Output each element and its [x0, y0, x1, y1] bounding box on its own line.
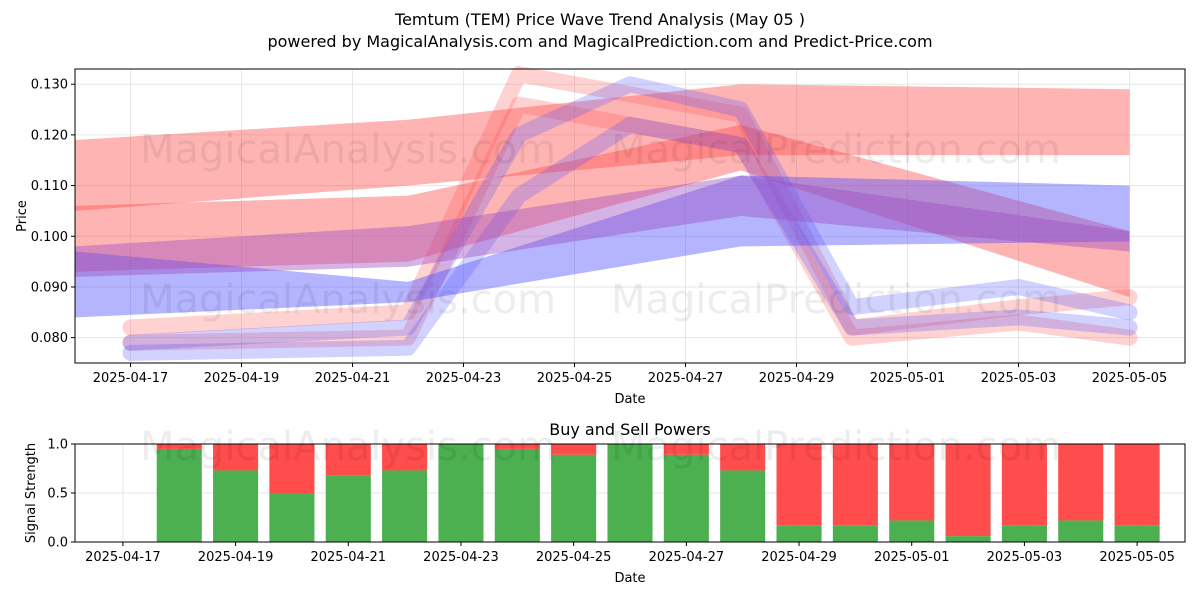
- sell-bar: [832, 444, 878, 526]
- buy-bar: [776, 525, 822, 542]
- sell-bar: [663, 444, 709, 455]
- watermark: MagicalAnalysis.com: [140, 127, 556, 173]
- x-tick-label: 2025-05-05: [1099, 550, 1175, 565]
- buy-bar: [1058, 520, 1104, 542]
- buy-bar: [832, 525, 878, 542]
- y-tick-label: 0.100: [31, 230, 68, 245]
- wave-band: [75, 124, 1130, 298]
- y-tick-label: 0.110: [31, 179, 68, 194]
- price-y-ticks: 0.080 0.090 0.100 0.110 0.120 0.130: [31, 78, 75, 346]
- x-tick-label: 2025-04-17: [85, 550, 161, 565]
- signal-y-ticks: 0.0 0.5 1.0: [47, 438, 75, 551]
- watermark: MagicalPrediction.com: [611, 127, 1061, 173]
- wave-line: [122, 76, 1138, 351]
- x-tick-label: 2025-05-03: [981, 371, 1057, 386]
- signal-x-ticks: 2025-04-17 2025-04-19 2025-04-21 2025-04-23…: [85, 542, 1175, 565]
- watermark: MagicalPrediction.com: [611, 424, 1061, 470]
- sell-bar: [382, 444, 428, 471]
- buy-bar: [156, 448, 202, 542]
- sell-bar: [1114, 444, 1160, 526]
- price-grid: [75, 69, 1185, 363]
- sell-bar: [156, 444, 202, 449]
- x-tick-label: 2025-04-25: [537, 371, 613, 386]
- signal-panel: Buy and Sell Powers MagicalAnalysis.com …: [24, 420, 1186, 586]
- buy-bar: [889, 520, 935, 542]
- price-x-axis-label: Date: [614, 392, 645, 407]
- sell-bar: [776, 444, 822, 526]
- y-tick-label: 1.0: [47, 438, 68, 453]
- x-tick-label: 2025-05-01: [870, 371, 946, 386]
- x-tick-label: 2025-04-21: [315, 371, 391, 386]
- x-tick-label: 2025-05-05: [1092, 371, 1168, 386]
- wave-band: [75, 175, 1130, 318]
- price-y-axis-label: Price: [15, 200, 30, 232]
- price-panel: MagicalAnalysis.com MagicalPrediction.co…: [15, 66, 1186, 407]
- wave-line: [122, 66, 1138, 336]
- sell-bar: [551, 444, 597, 455]
- buy-bar: [382, 470, 428, 542]
- y-tick-label: 0.130: [31, 78, 68, 93]
- wave-line: [122, 96, 1138, 351]
- wave-band: [75, 175, 1130, 277]
- buy-bar: [438, 444, 484, 542]
- wave-band: [75, 84, 1130, 211]
- buy-bar: [551, 454, 597, 542]
- x-tick-label: 2025-04-23: [426, 371, 502, 386]
- sell-bar: [1001, 444, 1047, 526]
- signal-watermarks: MagicalAnalysis.com MagicalPrediction.co…: [140, 424, 1061, 470]
- signal-bars: [156, 444, 1160, 542]
- x-tick-label: 2025-04-27: [649, 550, 725, 565]
- price-bands: [75, 66, 1138, 361]
- x-tick-label: 2025-04-29: [759, 371, 835, 386]
- sell-bar: [213, 444, 259, 471]
- sell-bar: [269, 444, 315, 493]
- signal-panel-title: Buy and Sell Powers: [549, 420, 711, 439]
- sell-bar: [945, 444, 991, 537]
- chart-title: Temtum (TEM) Price Wave Trend Analysis (…: [394, 10, 805, 29]
- buy-bar: [1114, 525, 1160, 542]
- watermark: MagicalAnalysis.com: [140, 277, 556, 323]
- chart-subtitle: powered by MagicalAnalysis.com and Magic…: [267, 32, 932, 51]
- y-tick-label: 0.120: [31, 128, 68, 143]
- buy-bar: [945, 536, 991, 542]
- x-tick-label: 2025-05-01: [874, 550, 950, 565]
- buy-bar: [494, 448, 540, 542]
- buy-bar: [607, 444, 653, 542]
- wave-line: [122, 116, 1138, 361]
- x-tick-label: 2025-04-23: [423, 550, 499, 565]
- watermark: MagicalAnalysis.com: [140, 424, 556, 470]
- buy-bar: [720, 470, 766, 542]
- sell-bar: [720, 444, 766, 471]
- sell-bar: [494, 444, 540, 449]
- buy-bar: [325, 475, 371, 542]
- x-tick-label: 2025-04-19: [204, 371, 280, 386]
- sell-bar: [889, 444, 935, 521]
- y-tick-label: 0.080: [31, 331, 68, 346]
- x-tick-label: 2025-04-27: [648, 371, 724, 386]
- price-axes-frame: [74, 68, 1186, 364]
- buy-bar: [213, 470, 259, 542]
- buy-bar: [269, 493, 315, 542]
- x-tick-label: 2025-04-25: [536, 550, 612, 565]
- signal-x-axis-label: Date: [614, 571, 645, 586]
- price-watermarks: MagicalAnalysis.com MagicalPrediction.co…: [140, 127, 1061, 323]
- x-tick-label: 2025-05-03: [987, 550, 1063, 565]
- buy-bar: [663, 454, 709, 542]
- x-tick-label: 2025-04-19: [198, 550, 274, 565]
- y-tick-label: 0.5: [47, 487, 68, 502]
- x-tick-label: 2025-04-17: [93, 371, 169, 386]
- x-tick-label: 2025-04-21: [310, 550, 386, 565]
- y-tick-label: 0.090: [31, 280, 68, 295]
- y-tick-label: 0.0: [47, 536, 68, 551]
- signal-y-axis-label: Signal Strength: [24, 443, 39, 543]
- x-tick-label: 2025-04-29: [761, 550, 837, 565]
- buy-bar: [1001, 525, 1047, 542]
- price-x-ticks: 2025-04-17 2025-04-19 2025-04-21 2025-04-23…: [93, 363, 1168, 386]
- watermark: MagicalPrediction.com: [611, 277, 1061, 323]
- sell-bar: [1058, 444, 1104, 521]
- sell-bar: [325, 444, 371, 476]
